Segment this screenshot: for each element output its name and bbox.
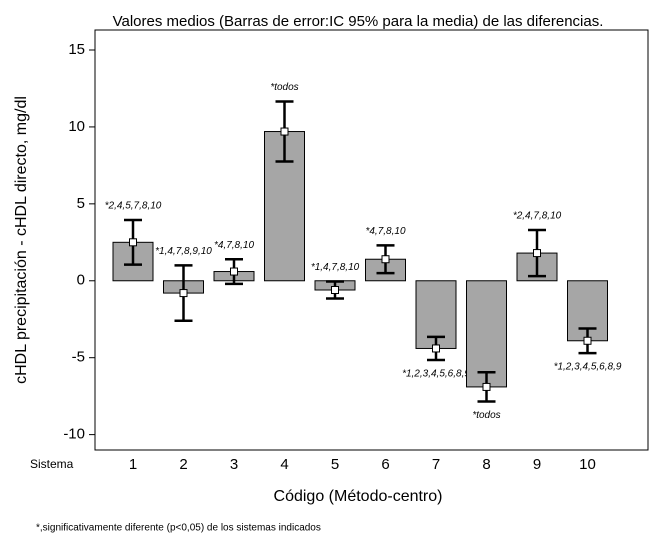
plot-frame bbox=[94, 29, 649, 451]
x-tick-label: 7 bbox=[432, 456, 440, 473]
mean-marker bbox=[432, 344, 440, 353]
x-tick-label: 5 bbox=[331, 456, 339, 473]
annotation: *2,4,5,7,8,10 bbox=[105, 201, 162, 212]
y-tick-label: -5 bbox=[72, 349, 85, 366]
y-tick-label: 5 bbox=[77, 195, 85, 212]
bar bbox=[466, 280, 507, 388]
mean-marker bbox=[381, 255, 390, 264]
x-tick-label: 4 bbox=[280, 456, 288, 473]
mean-marker bbox=[129, 238, 137, 247]
x-tick-label: 9 bbox=[533, 456, 541, 473]
annotation: *todos bbox=[270, 82, 298, 93]
x-tick-label: 1 bbox=[129, 456, 137, 473]
chart-title: Valores medios (Barras de error:IC 95% p… bbox=[113, 13, 604, 30]
mean-marker bbox=[583, 336, 592, 345]
mean-marker bbox=[280, 127, 289, 136]
annotation: *1,2,3,4,5,6,8,9 bbox=[402, 369, 470, 380]
mean-marker bbox=[533, 249, 541, 258]
y-axis-label: cHDL precipitación - cHDL directo, mg/dl bbox=[13, 96, 30, 384]
footnote: *,significativamente diferente (p<0,05) … bbox=[36, 523, 321, 534]
x-tick-label: 2 bbox=[179, 456, 187, 473]
x-tick-label: 3 bbox=[230, 456, 238, 473]
y-tick-label: 15 bbox=[68, 41, 85, 58]
annotation: *1,4,7,8,10 bbox=[311, 262, 360, 273]
mean-marker bbox=[230, 267, 238, 276]
mean-marker bbox=[482, 382, 491, 391]
y-tick-label: -10 bbox=[63, 426, 85, 443]
y-tick-label: 0 bbox=[77, 272, 85, 289]
annotation: *4,7,8,10 bbox=[214, 240, 254, 251]
annotation: *1,2,3,4,5,6,8,9 bbox=[554, 362, 622, 373]
x-prefix: Sistema bbox=[30, 457, 74, 471]
x-tick-label: 6 bbox=[381, 456, 389, 473]
annotation: *1,4,7,8,9,10 bbox=[155, 246, 212, 257]
mean-marker bbox=[179, 289, 188, 298]
x-tick-label: 8 bbox=[482, 456, 490, 473]
mean-marker bbox=[331, 286, 339, 294]
annotation: *todos bbox=[472, 410, 500, 421]
y-tick-label: 10 bbox=[68, 118, 85, 135]
annotation: *2,4,7,8,10 bbox=[513, 211, 562, 222]
x-axis-label: Código (Método-centro) bbox=[274, 488, 443, 505]
x-tick-label: 10 bbox=[579, 456, 596, 473]
annotation: *4,7,8,10 bbox=[365, 226, 405, 237]
